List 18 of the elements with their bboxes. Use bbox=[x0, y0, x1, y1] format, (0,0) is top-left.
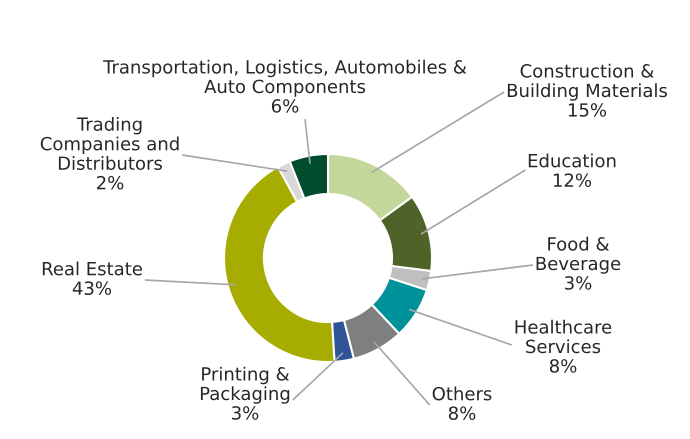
data-label: 2% bbox=[97, 176, 124, 190]
slice-label: Education bbox=[528, 153, 616, 168]
slice-label: Real Estate bbox=[42, 261, 142, 276]
slice-label: Trading Companies and Distributors bbox=[40, 116, 179, 170]
data-label: 3% bbox=[565, 276, 592, 290]
data-label: 3% bbox=[232, 406, 258, 420]
data-label: 12% bbox=[554, 173, 592, 188]
slice-label: Transportation, Logistics, Automobiles & Auto Components bbox=[103, 60, 466, 97]
data-label: 43% bbox=[72, 281, 112, 296]
data-label: 8% bbox=[448, 406, 476, 420]
slice-label: Healthcare Services bbox=[516, 320, 612, 354]
data-label: 8% bbox=[550, 359, 576, 373]
slice-label: Printing & Packaging bbox=[200, 366, 290, 404]
slice-label: Others bbox=[432, 386, 492, 400]
slice-label: Construction & Building Materials bbox=[508, 64, 667, 101]
slice-label: Food & Beverage bbox=[536, 236, 620, 274]
data-label: 15% bbox=[568, 103, 606, 117]
data-label: 6% bbox=[272, 99, 298, 113]
